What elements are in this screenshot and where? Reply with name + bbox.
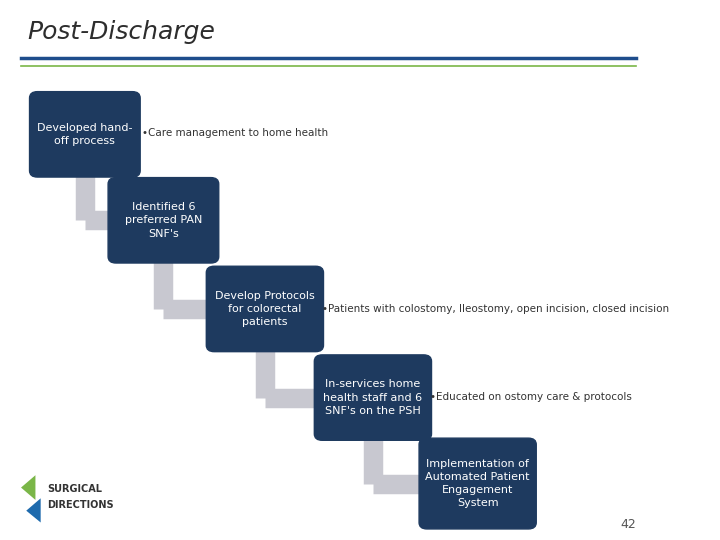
FancyBboxPatch shape: [30, 92, 140, 177]
Text: Identified 6
preferred PAN
SNF's: Identified 6 preferred PAN SNF's: [125, 202, 202, 239]
Text: In-services home
health staff and 6
SNF's on the PSH: In-services home health staff and 6 SNF'…: [323, 380, 423, 416]
FancyBboxPatch shape: [315, 355, 431, 440]
Polygon shape: [21, 475, 35, 500]
Text: 42: 42: [621, 517, 636, 531]
Text: •Patients with colostomy, Ileostomy, open incision, closed incision: •Patients with colostomy, Ileostomy, ope…: [322, 303, 670, 314]
Text: DIRECTIONS: DIRECTIONS: [48, 500, 114, 510]
Text: Implementation of
Automated Patient
Engagement
System: Implementation of Automated Patient Enga…: [426, 459, 530, 508]
FancyBboxPatch shape: [108, 178, 219, 263]
Text: SURGICAL: SURGICAL: [48, 484, 102, 494]
Text: Develop Protocols
for colorectal
patients: Develop Protocols for colorectal patient…: [215, 291, 315, 327]
Polygon shape: [26, 498, 40, 523]
FancyBboxPatch shape: [419, 438, 536, 529]
Text: •Educated on ostomy care & protocols: •Educated on ostomy care & protocols: [431, 393, 632, 402]
Text: Developed hand-
off process: Developed hand- off process: [37, 123, 132, 146]
Text: Post-Discharge: Post-Discharge: [27, 20, 215, 44]
Text: •Care management to home health: •Care management to home health: [142, 128, 328, 138]
FancyBboxPatch shape: [207, 266, 323, 352]
